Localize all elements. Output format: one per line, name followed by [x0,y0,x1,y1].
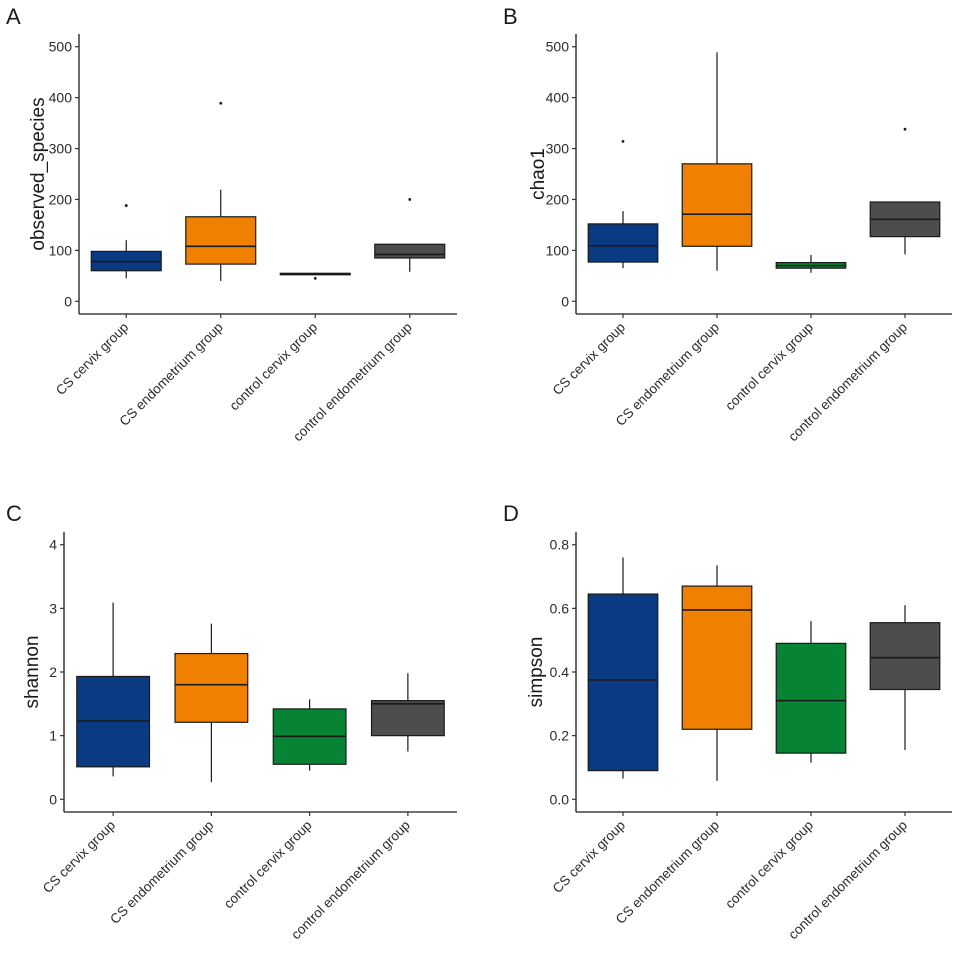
y-tick-label: 200 [546,191,570,207]
y-axis-label: shannon [22,636,43,709]
x-category-label: control cervix group [221,818,315,912]
y-tick-label: 0.6 [550,600,570,616]
panel-letter: C [6,501,22,526]
y-tick-label: 2 [49,664,57,680]
box-4 [374,198,446,272]
box-1 [587,140,659,269]
y-tick-label: 1 [49,728,57,744]
y-tick-label: 0 [64,293,72,309]
x-category-label: CS cervix group [550,818,629,897]
outlier-point [124,204,128,207]
panel-letter: A [6,4,21,29]
x-category-label: CS endometrium group [117,320,226,429]
box-4 [869,127,941,255]
y-tick-label: 400 [49,90,73,106]
y-tick-label: 4 [49,537,57,553]
box-rect [587,223,659,263]
outlier-point [408,198,412,201]
y-tick-label: 100 [546,242,570,258]
box-3 [775,621,847,763]
y-tick-label: 3 [49,600,57,616]
box-2 [681,52,753,271]
y-tick-label: 500 [546,39,570,55]
outlier-point [903,127,907,131]
x-category-label: CS endometrium group [613,320,722,429]
box-3 [272,699,347,771]
y-tick-label: 0.2 [550,728,570,744]
box-rect [681,585,753,730]
box-rect [370,700,445,737]
x-category-label: CS endometrium group [613,818,722,927]
x-category-label: CS cervix group [550,320,629,399]
y-tick-label: 0 [49,791,57,807]
box-1 [90,204,162,279]
y-tick-label: 0.0 [550,791,570,807]
outlier-point [219,101,223,105]
box-rect [869,622,941,691]
box-rect [185,216,257,265]
panel-letter: B [503,4,518,29]
box-rect [374,243,446,259]
y-tick-label: 200 [49,191,73,207]
x-category-label: CS cervix group [53,320,132,399]
box-rect [587,593,659,772]
box-2 [185,101,257,281]
box-4 [370,673,445,752]
x-category-label: CS cervix group [40,818,119,897]
box-2 [174,623,249,783]
box-4 [869,605,941,750]
y-axis-label: observed_species [28,97,49,250]
y-tick-label: 0.4 [550,664,570,680]
x-category-label: control cervix group [722,320,816,414]
box-2 [681,565,753,781]
box-1 [76,602,151,777]
y-tick-label: 500 [49,39,73,55]
box-1 [587,557,659,779]
y-axis-label: chao1 [528,148,549,200]
outlier-point [621,140,625,143]
x-category-label: CS endometrium group [107,818,216,927]
y-tick-label: 400 [546,90,570,106]
x-category-label: control endometrium group [288,818,413,943]
box-rect [775,642,847,754]
y-tick-label: 300 [49,141,73,157]
box-rect [681,163,753,247]
y-tick-label: 0 [561,293,569,309]
outlier-point [313,276,317,280]
panel-letter: D [503,501,519,526]
y-tick-label: 0.8 [550,537,570,553]
x-category-label: control cervix group [226,320,320,414]
box-3 [775,254,847,273]
y-axis-label: simpson [526,637,547,708]
box-rect [174,652,249,723]
y-tick-label: 100 [49,242,73,258]
box-3 [279,272,351,280]
y-tick-label: 300 [546,141,570,157]
x-category-label: control cervix group [722,818,816,912]
